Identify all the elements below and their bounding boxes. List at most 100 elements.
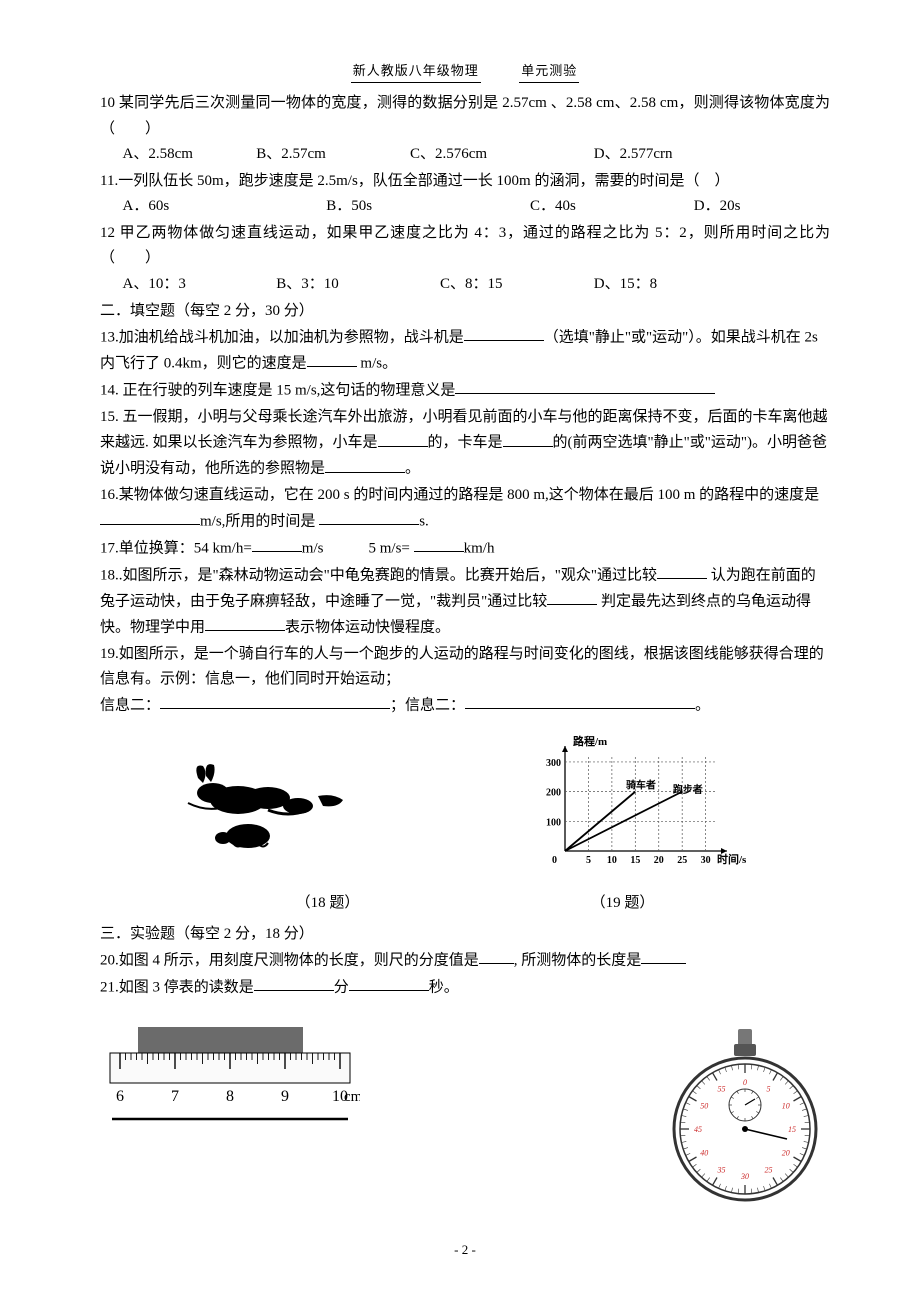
svg-text:300: 300 [546, 758, 561, 769]
q18-p1: 18..如图所示，是"森林动物运动会"中龟兔赛跑的情景。比赛开始后，"观众"通过… [100, 567, 657, 583]
q16-p2: m/s,所用的时间是 [200, 513, 319, 529]
svg-text:0: 0 [743, 1078, 747, 1087]
q11-text: 11.一列队伍长 50m，跑步速度是 2.5m/s，队伍全部通过一长 100m … [100, 169, 830, 195]
q16: 16.某物体做匀速直线运动，它在 200 s 的时间内通过的路程是 800 m,… [100, 483, 830, 535]
q13-blank2 [307, 351, 357, 368]
svg-text:35: 35 [717, 1165, 726, 1174]
q10-text: 10 某同学先后三次测量同一物体的宽度，测得的数据分别是 2.57cm 、2.5… [100, 91, 830, 142]
q18-blank3 [205, 615, 285, 632]
svg-text:跑步者: 跑步者 [672, 783, 702, 796]
q19-p1: 19.如图所示，是一个骑自行车的人与一个跑步的人运动的路程与时间变化的图线，根据… [100, 642, 830, 693]
q17-p3: 5 m/s= [369, 540, 414, 556]
svg-text:100: 100 [546, 817, 561, 828]
q21-p2: 分 [334, 979, 349, 995]
q19-blank2 [465, 693, 695, 710]
svg-text:9: 9 [281, 1088, 289, 1105]
distance-time-chart: 10020030051015202530路程/m时间/s骑车者跑步者0 [523, 733, 763, 883]
svg-text:10: 10 [782, 1101, 790, 1110]
q17: 17.单位换算：54 km/h= m/s 5 m/s= km/h [100, 536, 830, 562]
q10-opt-b: B、2.57cm [256, 142, 406, 168]
q11-opt-d: D．20s [694, 194, 741, 220]
svg-text:0: 0 [552, 855, 557, 866]
q20-p1: 20.如图 4 所示，用刻度尺测物体的长度，则尺的分度值是 [100, 952, 479, 968]
svg-text:40: 40 [700, 1148, 708, 1157]
q13-blank1 [464, 325, 544, 342]
svg-text:20: 20 [782, 1148, 790, 1157]
q16-blank1 [100, 509, 200, 526]
q20: 20.如图 4 所示，用刻度尺测物体的长度，则尺的分度值是 , 所测物体的长度是 [100, 948, 830, 974]
q10: 10 某同学先后三次测量同一物体的宽度，测得的数据分别是 2.57cm 、2.5… [100, 91, 830, 168]
svg-text:50: 50 [700, 1101, 708, 1110]
q10-opt-c: C、2.576cm [410, 142, 590, 168]
q13: 13.加油机给战斗机加油，以加油机为参照物，战斗机是（选填"静止"或"运动"）。… [100, 325, 830, 377]
svg-text:15: 15 [630, 855, 640, 866]
svg-text:25: 25 [677, 855, 687, 866]
q15-p4: 。 [405, 461, 420, 477]
q21-blank2 [349, 975, 429, 992]
svg-text:200: 200 [546, 787, 561, 798]
q20-blank2 [641, 948, 686, 965]
header-right: 单元测验 [519, 60, 579, 83]
q21: 21.如图 3 停表的读数是 分 秒。 [100, 975, 830, 1001]
q11-opt-c: C．40s [530, 194, 690, 220]
section3-title: 三．实验题（每空 2 分，18 分） [100, 922, 830, 948]
q17-blank1 [252, 536, 302, 553]
q15-blank1 [378, 430, 428, 447]
svg-text:55: 55 [718, 1084, 726, 1093]
q15-blank2 [503, 430, 553, 447]
q19: 19.如图所示，是一个骑自行车的人与一个跑步的人运动的路程与时间变化的图线，根据… [100, 642, 830, 719]
q21-blank1 [254, 975, 334, 992]
svg-text:骑车者: 骑车者 [625, 778, 655, 791]
q17-gap [323, 540, 368, 556]
page-header: 新人教版八年级物理 单元测验 [100, 60, 830, 83]
q19-blank1 [160, 693, 390, 710]
q19-p4: 。 [695, 697, 710, 713]
svg-text:25: 25 [765, 1165, 773, 1174]
stopwatch-figure: 0510152025303540455055 [660, 1019, 830, 1209]
header-left: 新人教版八年级物理 [351, 60, 481, 83]
svg-text:30: 30 [740, 1172, 749, 1181]
figure-row-1: 10020030051015202530路程/m时间/s骑车者跑步者0 [100, 733, 830, 883]
rabbit-turtle-figure [168, 758, 388, 858]
q14: 14. 正在行驶的列车速度是 15 m/s,这句话的物理意义是 [100, 378, 830, 404]
svg-text:cm: cm [344, 1089, 360, 1105]
q13-p3: m/s。 [357, 355, 397, 371]
svg-text:8: 8 [226, 1088, 234, 1105]
svg-text:6: 6 [116, 1088, 124, 1105]
section2-title: 二．填空题（每空 2 分，30 分） [100, 299, 830, 325]
page-number: - 2 - [100, 1239, 830, 1261]
q15-p2: 的，卡车是 [428, 435, 503, 451]
q11: 11.一列队伍长 50m，跑步速度是 2.5m/s，队伍全部通过一长 100m … [100, 169, 830, 220]
q17-p2: m/s [302, 540, 324, 556]
q12: 12 甲乙两物体做匀速直线运动，如果甲乙速度之比为 4：3，通过的路程之比为 5… [100, 221, 830, 298]
q20-p2: , 所测物体的长度是 [514, 952, 642, 968]
q17-p1: 17.单位换算：54 km/h= [100, 540, 252, 556]
q19-p2: 信息二： [100, 697, 160, 713]
q16-blank2 [319, 509, 419, 526]
q18: 18..如图所示，是"森林动物运动会"中龟兔赛跑的情景。比赛开始后，"观众"通过… [100, 563, 830, 641]
svg-text:时间/s: 时间/s [717, 852, 747, 866]
q15: 15. 五一假期，小明与父母乘长途汽车外出旅游，小明看见前面的小车与他的距离保持… [100, 405, 830, 483]
q12-opt-d: D、15：8 [594, 272, 657, 298]
svg-text:7: 7 [171, 1088, 179, 1105]
q18-blank2 [547, 589, 597, 606]
q15-blank3 [325, 456, 405, 473]
q21-p1: 21.如图 3 停表的读数是 [100, 979, 254, 995]
q12-opt-c: C、8：15 [440, 272, 590, 298]
q17-p4: km/h [464, 540, 495, 556]
fig18-label: （18 题） [296, 891, 360, 917]
fig19-label: （19 题） [591, 891, 655, 917]
q10-opt-a: A、2.58cm [123, 142, 253, 168]
q20-blank1 [479, 948, 514, 965]
svg-text:45: 45 [694, 1125, 702, 1134]
svg-text:5: 5 [585, 855, 590, 866]
q21-p3: 秒。 [429, 979, 459, 995]
q12-text: 12 甲乙两物体做匀速直线运动，如果甲乙速度之比为 4：3，通过的路程之比为 5… [100, 221, 830, 272]
q12-opt-a: A、10：3 [123, 272, 273, 298]
q11-opt-b: B．50s [326, 194, 526, 220]
q19-p3: ；信息二： [390, 697, 465, 713]
q10-opt-d: D、2.577crn [594, 142, 673, 168]
q11-opt-a: A．60s [123, 194, 323, 220]
q14-p1: 14. 正在行驶的列车速度是 15 m/s,这句话的物理意义是 [100, 382, 455, 398]
svg-text:20: 20 [653, 855, 663, 866]
